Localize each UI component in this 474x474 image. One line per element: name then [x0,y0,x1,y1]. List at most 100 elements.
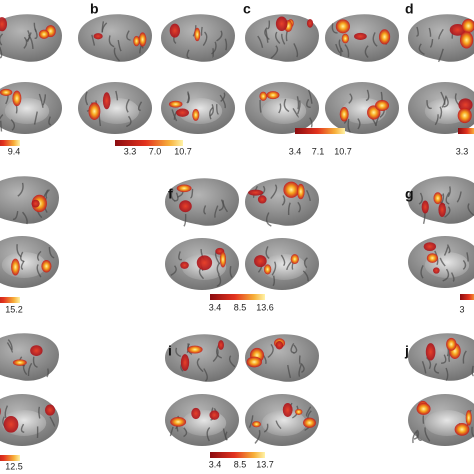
sulcus [293,344,298,354]
activation-blob [449,23,466,36]
activation-blob [0,407,1,416]
medial-brain [325,82,399,134]
sulcus [466,252,469,262]
activation-blob [433,267,440,274]
medial-brain [408,82,474,134]
lateral-brain [245,178,319,227]
panel-letter: g [405,186,414,202]
activation-blob [378,29,391,45]
lateral-brain [408,14,474,63]
sulcus [267,20,271,30]
sulcus [218,199,224,212]
sulcus [196,357,204,373]
panel-letter: c [243,1,251,17]
colorbar-label: 3.3 [124,146,137,156]
lateral-brain [408,333,474,381]
sulcus [440,91,446,106]
lateral-brain [165,334,239,382]
sulcus [259,99,262,113]
activation-blob [176,184,192,193]
sulcus [286,261,292,271]
activation-blob [296,183,305,200]
sulcus [365,89,370,102]
sulcus [467,203,474,216]
colorbar [295,128,345,134]
activation-blob [425,343,436,361]
sulcus [443,96,449,108]
sulcus [214,205,219,218]
sulcus [438,28,444,40]
sulcus [178,251,183,261]
sulcus [280,254,286,267]
sulcus [471,426,474,438]
lateral-brain [0,14,62,62]
sulcus [209,104,214,117]
sulcus [200,26,203,37]
activation-blob [88,102,101,121]
activation-blob [375,100,390,112]
medial-brain [165,238,239,290]
sulcus [309,117,313,128]
activation-blob [461,18,474,33]
sulcus [10,119,16,131]
sulcus [441,354,447,364]
sulcus [174,192,179,202]
lateral-brain [408,176,474,225]
sulcus [209,107,214,120]
activation-blob [12,359,27,366]
sulcus [36,264,42,278]
colorbar [115,140,183,146]
activation-blob [133,35,140,47]
activation-blob [180,354,190,371]
activation-blob [93,33,103,40]
panel-letter: j [404,343,409,359]
colorbar-label: 3.3 [456,146,469,156]
sulcus [357,118,361,130]
colorbar [0,140,20,146]
sulcus [426,100,432,110]
sulcus [42,94,47,106]
sulcus [450,272,455,282]
activation-blob [266,91,280,100]
sulcus [283,98,290,113]
sulcus [34,28,38,40]
sulcus [413,430,420,440]
activation-blob [339,107,349,122]
sulcus [222,200,229,213]
colorbar-label: 3 [459,304,464,314]
sulcus [186,49,190,59]
sulcus [206,426,211,442]
colorbar-label: 9.4 [8,146,21,156]
sulcus [445,192,450,205]
sulcus [298,364,302,377]
activation-blob [446,337,457,351]
activation-blob [30,345,43,357]
sulcus [263,423,269,433]
sulcus [364,45,369,59]
sulcus [428,27,432,37]
sulcus [113,47,121,62]
sulcus [126,115,132,128]
medial-wall [181,410,227,436]
activation-blob [12,90,22,107]
sulcus [170,189,176,202]
lateral-brain [245,14,319,62]
sulcus [305,406,312,417]
activation-blob [217,340,224,350]
activation-blob [459,31,474,49]
sulcus [338,39,344,53]
sulcus [186,93,190,104]
sulcus [287,364,292,379]
sulcus [216,274,222,287]
activation-blob [168,100,183,108]
sulcus [297,100,301,115]
colorbar-label: 10.7 [174,146,192,156]
sulcus [27,362,33,376]
medial-brain [408,394,474,446]
sulcus [445,367,449,381]
activation-blob [31,199,40,208]
activation-blob [457,107,472,124]
cortex [245,334,319,382]
activation-blob [219,251,227,268]
activation-blob [192,108,200,121]
